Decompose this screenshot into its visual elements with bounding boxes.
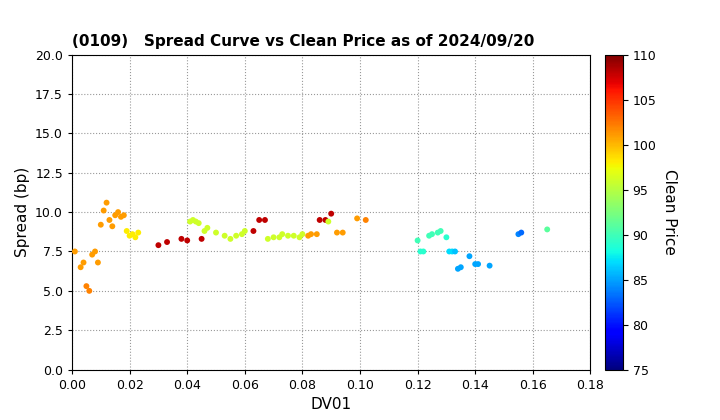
Point [78, 259, 89, 266]
Point [239, 228, 251, 234]
Point [210, 229, 222, 236]
Point [452, 265, 464, 272]
Point [187, 217, 199, 223]
Point [288, 232, 300, 239]
Point [184, 218, 196, 225]
Point [101, 199, 112, 206]
Point [75, 264, 86, 270]
Point [196, 236, 207, 242]
Point [181, 237, 193, 244]
Point [84, 287, 95, 294]
Point [294, 234, 305, 241]
Point [516, 229, 527, 236]
Point [115, 213, 127, 220]
Point [124, 232, 135, 239]
Point [153, 242, 164, 249]
Point [268, 234, 279, 241]
Y-axis label: Spread (bp): Spread (bp) [14, 167, 30, 257]
Point [435, 228, 446, 234]
Point [98, 207, 109, 214]
Point [236, 231, 248, 238]
Point [202, 224, 213, 231]
Point [199, 228, 210, 234]
Point [109, 212, 121, 218]
Point [441, 234, 452, 241]
Point [118, 212, 130, 218]
Point [89, 248, 101, 255]
Point [337, 229, 348, 236]
Point [132, 229, 144, 236]
Point [360, 217, 372, 223]
Point [314, 217, 325, 223]
Y-axis label: Clean Price: Clean Price [662, 169, 678, 255]
Point [418, 248, 429, 255]
Point [95, 221, 107, 228]
Point [446, 248, 458, 255]
Point [81, 283, 92, 289]
Point [455, 264, 467, 270]
X-axis label: DV01: DV01 [310, 397, 352, 412]
Point [323, 218, 334, 225]
Point [104, 217, 115, 223]
Point [190, 218, 202, 225]
Point [426, 231, 438, 238]
Point [112, 209, 124, 215]
Point [219, 232, 230, 239]
Point [127, 231, 138, 238]
Point [86, 251, 98, 258]
Point [541, 226, 553, 233]
Point [331, 229, 343, 236]
Point [449, 248, 461, 255]
Point [320, 217, 331, 223]
Point [107, 223, 118, 230]
Point [484, 262, 495, 269]
Point [423, 232, 435, 239]
Point [325, 210, 337, 217]
Point [130, 234, 141, 241]
Point [302, 232, 314, 239]
Point [69, 248, 81, 255]
Point [351, 215, 363, 222]
Point [225, 236, 236, 242]
Point [161, 239, 173, 245]
Point [412, 237, 423, 244]
Point [253, 217, 265, 223]
Text: (0109)   Spread Curve vs Clean Price as of 2024/09/20: (0109) Spread Curve vs Clean Price as of… [72, 34, 534, 49]
Point [282, 232, 294, 239]
Point [92, 259, 104, 266]
Point [311, 231, 323, 238]
Point [464, 253, 475, 260]
Point [305, 231, 317, 238]
Point [274, 234, 285, 241]
Point [262, 236, 274, 242]
Point [513, 231, 524, 238]
Point [472, 261, 484, 268]
Point [415, 248, 426, 255]
Point [276, 231, 288, 238]
Point [469, 261, 481, 268]
Point [248, 228, 259, 234]
Point [193, 220, 204, 226]
Point [432, 229, 444, 236]
Point [259, 217, 271, 223]
Point [121, 228, 132, 234]
Point [297, 231, 308, 238]
Point [230, 232, 242, 239]
Point [444, 248, 455, 255]
Point [176, 236, 187, 242]
